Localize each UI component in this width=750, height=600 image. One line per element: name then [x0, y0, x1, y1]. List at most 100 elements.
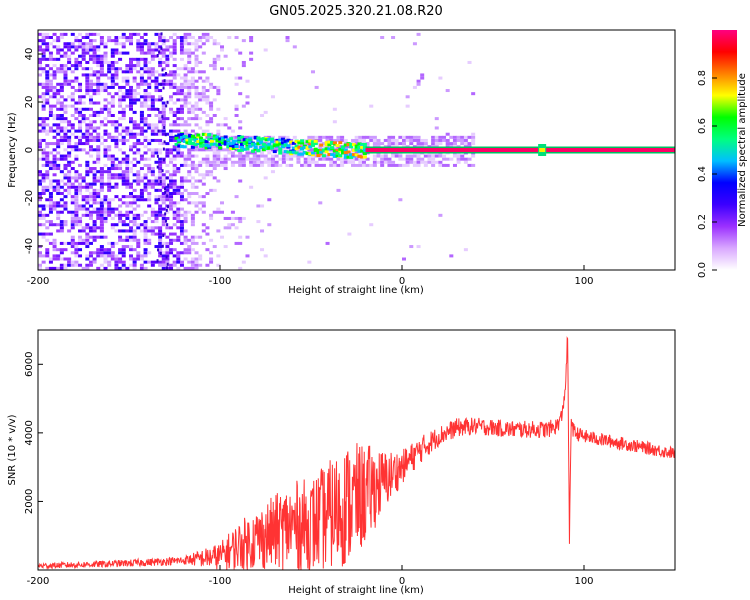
spectrogram-cell	[136, 195, 141, 199]
spectrogram-cell	[85, 138, 90, 142]
spectrogram-cell	[183, 120, 188, 124]
spectrogram-cell	[41, 126, 46, 130]
spectrogram-cell	[172, 76, 177, 80]
spectrogram-cell	[99, 70, 104, 74]
spectrogram-cell	[289, 138, 294, 142]
spectrogram-cell	[456, 160, 461, 164]
spectrogram-signal-cell	[324, 141, 329, 145]
spectrogram-cell	[88, 101, 93, 105]
spectrogram-cell	[220, 210, 224, 214]
spectrogram-cell	[59, 257, 64, 261]
spectrogram-cell	[172, 114, 177, 117]
spectrogram-cell	[56, 36, 61, 39]
spectrogram-cell	[125, 185, 130, 189]
spectrogram-cell	[358, 135, 363, 139]
spectrogram-cell	[179, 76, 184, 80]
spectrogram-signal-cell	[196, 140, 201, 144]
spectrogram-cell	[147, 238, 152, 242]
spectrogram-cell	[169, 185, 174, 189]
spectrogram-cell	[85, 201, 90, 205]
spectrogram-cell	[241, 154, 246, 158]
spectrogram-cell	[343, 160, 348, 164]
spectrogram-cell	[460, 138, 465, 142]
spectrogram-cell	[63, 182, 68, 186]
spectrogram-cell	[107, 173, 112, 177]
spectrogram-cell	[172, 248, 177, 252]
spectrogram-cell	[154, 232, 159, 236]
spectrogram-cell	[267, 198, 272, 202]
spectrogram-cell	[143, 138, 148, 142]
spectrogram-cell	[85, 238, 90, 242]
spectrogram-signal-cell	[261, 137, 266, 141]
spectrogram-cell	[129, 167, 133, 171]
spectrogram-cell	[176, 192, 181, 195]
spectrogram-cell	[136, 42, 141, 46]
spectrogram-cell	[205, 129, 210, 133]
spectrogram-cell	[132, 79, 137, 83]
spectrogram-cell	[321, 145, 326, 149]
spectrogram-cell	[442, 163, 447, 167]
spectrogram-cell	[179, 138, 184, 142]
spectrogram-signal-cell	[319, 150, 324, 154]
spectrogram-cell	[52, 73, 57, 77]
spectrogram-cell	[74, 145, 79, 149]
spectrogram-cell	[198, 98, 203, 102]
spectrogram-cell	[471, 132, 476, 136]
spectrogram-signal-cell	[362, 155, 367, 159]
spectrogram-cell	[179, 192, 184, 195]
spectrogram-cell	[183, 248, 188, 252]
spectrogram-cell	[150, 101, 155, 105]
spectrogram-cell	[143, 39, 148, 43]
spectrogram-cell	[52, 89, 57, 93]
spectrogram-cell	[161, 120, 166, 124]
spectrogram-cell	[118, 167, 123, 171]
spectrogram-cell	[154, 98, 159, 102]
spectrogram-signal-cell	[264, 146, 269, 150]
spectrogram-signal-cell	[174, 136, 179, 140]
spectrogram-cell	[85, 73, 90, 77]
spectrogram-cell	[165, 45, 170, 49]
spectrogram-cell	[110, 163, 115, 167]
spectrogram-cell	[114, 48, 119, 52]
spectrogram-cell	[48, 182, 53, 186]
spectrogram-cell	[136, 48, 141, 52]
spectrogram-cell	[307, 135, 312, 139]
spectrogram-streak-cell	[166, 223, 169, 227]
spectrogram-cell	[409, 142, 414, 146]
spectrogram-cell	[85, 117, 90, 121]
spectrogram-cell	[198, 107, 203, 111]
spectrogram-cell	[103, 235, 108, 239]
spectrogram-cell	[88, 185, 93, 189]
spectrogram-cell	[212, 176, 217, 180]
spectrogram-cell	[147, 163, 152, 167]
spectrogram-cell	[121, 223, 126, 227]
spectrogram-cell	[45, 82, 50, 86]
spectrogram-cell	[252, 160, 257, 164]
spectrogram-cell	[365, 142, 370, 146]
spectrogram-cell	[78, 163, 83, 167]
spectrogram-cell	[136, 251, 141, 255]
spectrogram-cell	[205, 248, 210, 252]
spectrogram-cell	[249, 36, 254, 39]
spectrogram-cell	[223, 154, 228, 158]
spectrogram-cell	[136, 245, 141, 249]
spectrogram-cell	[172, 48, 177, 52]
spectrogram-cell	[220, 157, 224, 161]
spectrogram-cell	[158, 163, 163, 167]
spectrogram-cell	[52, 245, 57, 249]
spectrogram-cell	[216, 163, 221, 167]
colorbar-gradient	[712, 30, 737, 270]
spectrogram-cell	[52, 39, 57, 43]
spectrogram-cell	[190, 241, 195, 245]
spectrogram-cell	[183, 216, 188, 220]
spectrogram-cell	[92, 223, 97, 227]
spectrogram-cell	[107, 188, 112, 192]
spectrogram-cell	[85, 167, 90, 171]
spectrogram-signal-cell	[286, 138, 291, 142]
spectrogram-cell	[201, 110, 206, 114]
spectrogram-cell	[150, 229, 155, 233]
spectrogram-cell	[107, 145, 112, 149]
spectrogram-cell	[114, 173, 119, 177]
spectrogram-cell	[118, 98, 123, 102]
